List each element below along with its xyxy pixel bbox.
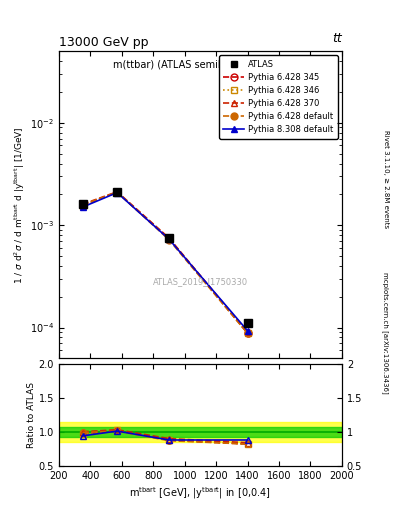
Text: m(ttbar) (ATLAS semileptonic ttbar): m(ttbar) (ATLAS semileptonic ttbar) [113,60,288,71]
Bar [59,421,342,442]
Text: tt: tt [332,32,342,45]
Y-axis label: 1 / $\sigma$ d$^2$$\sigma$ / d m$^{\mathregular{tbart}}$ d |y$^{\mathregular{tba: 1 / $\sigma$ d$^2$$\sigma$ / d m$^{\math… [13,126,27,284]
Text: mcplots.cern.ch [arXiv:1306.3436]: mcplots.cern.ch [arXiv:1306.3436] [382,272,389,394]
Bar [59,427,342,437]
Text: Rivet 3.1.10, ≥ 2.8M events: Rivet 3.1.10, ≥ 2.8M events [383,130,389,228]
Legend: ATLAS, Pythia 6.428 345, Pythia 6.428 346, Pythia 6.428 370, Pythia 6.428 defaul: ATLAS, Pythia 6.428 345, Pythia 6.428 34… [219,55,338,139]
Text: 13000 GeV pp: 13000 GeV pp [59,36,149,49]
Y-axis label: Ratio to ATLAS: Ratio to ATLAS [27,382,36,447]
Text: ATLAS_2019_I1750330: ATLAS_2019_I1750330 [153,277,248,286]
X-axis label: m$^{\mathregular{tbart}}$ [GeV], |y$^{\mathregular{tbart}}$| in [0,0.4]: m$^{\mathregular{tbart}}$ [GeV], |y$^{\m… [130,485,271,501]
